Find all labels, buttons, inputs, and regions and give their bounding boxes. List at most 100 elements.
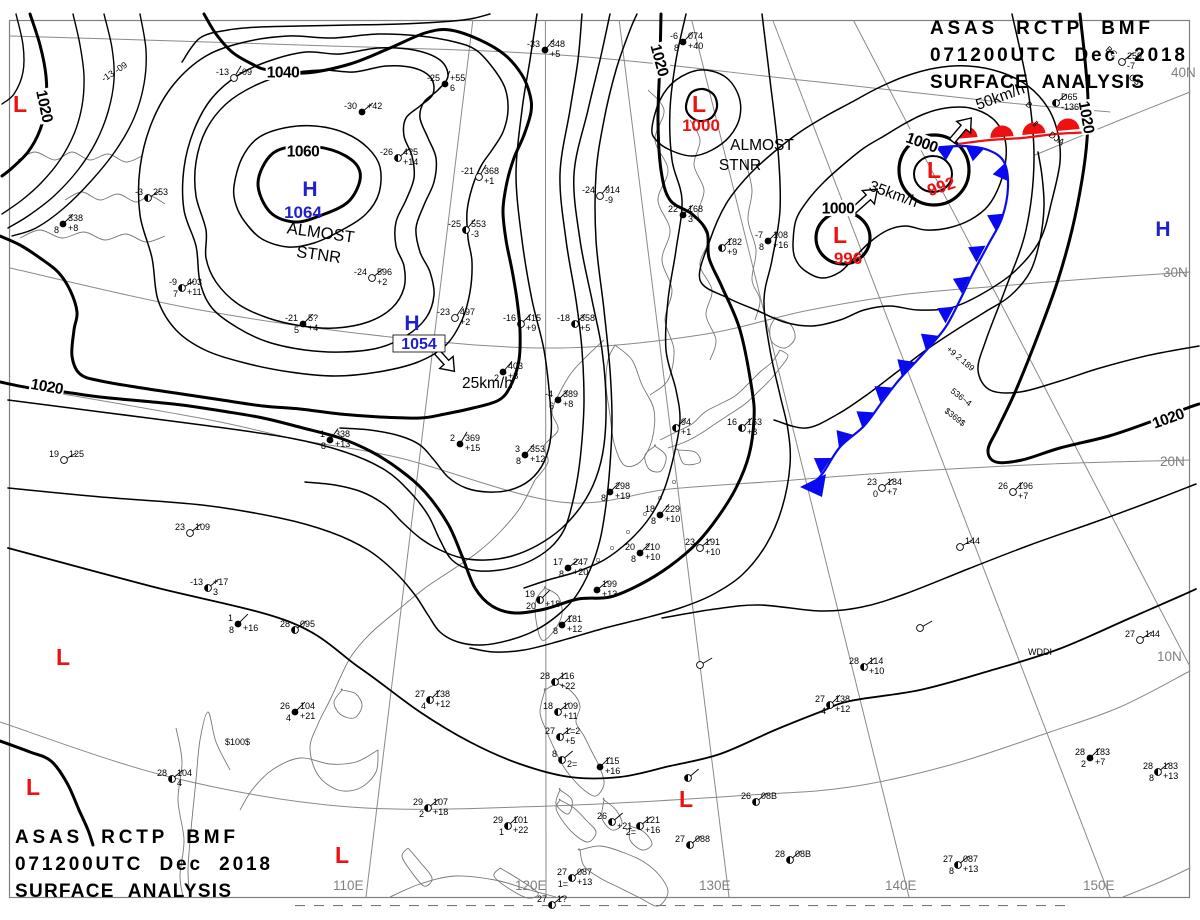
svg-text:‖: ‖ bbox=[1031, 119, 1040, 129]
svg-text:26: 26 bbox=[597, 811, 607, 821]
svg-text:WDDI: WDDI bbox=[1028, 647, 1052, 657]
svg-text:8: 8 bbox=[1149, 773, 1154, 783]
svg-text:259: 259 bbox=[1127, 51, 1142, 61]
svg-text:23: 23 bbox=[867, 477, 877, 487]
svg-text:1=2: 1=2 bbox=[565, 726, 580, 736]
svg-text:109: 109 bbox=[563, 701, 578, 711]
svg-text:+11: +11 bbox=[563, 711, 578, 721]
svg-text:+5: +5 bbox=[580, 323, 590, 333]
svg-text:+5: +5 bbox=[550, 49, 560, 59]
svg-text:19: 19 bbox=[49, 449, 59, 459]
svg-text:4?5: 4?5 bbox=[403, 147, 418, 157]
svg-text:348: 348 bbox=[550, 39, 565, 49]
svg-text:27: 27 bbox=[557, 867, 567, 877]
svg-text:+10: +10 bbox=[645, 552, 660, 562]
svg-text:8: 8 bbox=[631, 554, 636, 564]
svg-text:8: 8 bbox=[949, 866, 954, 876]
svg-text:25km/h: 25km/h bbox=[462, 375, 513, 392]
svg-text:+1: +1 bbox=[681, 427, 691, 437]
svg-text:+9: +9 bbox=[727, 247, 737, 257]
svg-text:L: L bbox=[927, 157, 941, 183]
svg-text:23: 23 bbox=[175, 522, 185, 532]
svg-text:6: 6 bbox=[450, 83, 455, 93]
svg-text:+13: +13 bbox=[963, 864, 978, 874]
svg-text:18: 18 bbox=[543, 701, 553, 711]
svg-text:130E: 130E bbox=[699, 878, 731, 893]
svg-text:088: 088 bbox=[695, 834, 710, 844]
svg-text:2=: 2= bbox=[626, 827, 636, 837]
svg-text:2: 2 bbox=[419, 809, 424, 819]
svg-text:150E: 150E bbox=[1083, 878, 1115, 893]
svg-text:+5: +5 bbox=[565, 736, 575, 746]
svg-text:1020: 1020 bbox=[1075, 100, 1097, 135]
svg-text:8: 8 bbox=[559, 569, 564, 579]
svg-text:138: 138 bbox=[835, 694, 850, 704]
svg-text:1: 1 bbox=[228, 613, 233, 623]
svg-text:L: L bbox=[26, 774, 40, 800]
svg-text:20: 20 bbox=[625, 542, 635, 552]
svg-text:27: 27 bbox=[815, 694, 825, 704]
svg-text:121: 121 bbox=[645, 815, 660, 825]
svg-text:+16: +16 bbox=[605, 766, 620, 776]
svg-text:-3: -3 bbox=[135, 187, 143, 197]
svg-text:16: 16 bbox=[727, 417, 737, 427]
svg-text:+21: +21 bbox=[617, 821, 632, 831]
svg-text:183: 183 bbox=[1095, 747, 1110, 757]
svg-text:22: 22 bbox=[668, 204, 678, 214]
svg-text:+13: +13 bbox=[577, 877, 592, 887]
svg-text:+7: +7 bbox=[887, 487, 897, 497]
svg-text:+12: +12 bbox=[435, 699, 450, 709]
svg-text:+14: +14 bbox=[403, 157, 418, 167]
svg-text:-18: -18 bbox=[557, 313, 570, 323]
svg-text:+18: +18 bbox=[433, 807, 448, 817]
svg-text:-25: -25 bbox=[427, 73, 440, 83]
svg-text:253: 253 bbox=[153, 187, 168, 197]
svg-text:-23: -23 bbox=[437, 307, 450, 317]
svg-text:116: 116 bbox=[560, 671, 574, 681]
svg-text:2: 2 bbox=[1081, 759, 1086, 769]
svg-text:26: 26 bbox=[280, 701, 290, 711]
svg-text:+42: +42 bbox=[367, 101, 382, 111]
svg-text:369: 369 bbox=[465, 433, 480, 443]
svg-text:+10: +10 bbox=[665, 514, 680, 524]
svg-text:08B: 08B bbox=[761, 791, 777, 801]
svg-text:+16: +16 bbox=[243, 623, 258, 633]
svg-text:28: 28 bbox=[849, 656, 859, 666]
svg-text:8: 8 bbox=[552, 749, 557, 759]
svg-text:L: L bbox=[679, 786, 693, 812]
svg-text:40N: 40N bbox=[1171, 65, 1196, 80]
svg-text:-7: -7 bbox=[1127, 61, 1135, 71]
svg-text:996: 996 bbox=[834, 249, 862, 268]
svg-text:8: 8 bbox=[553, 626, 558, 636]
svg-text:+8: +8 bbox=[563, 399, 573, 409]
svg-text:L: L bbox=[335, 842, 349, 868]
svg-text:125: 125 bbox=[69, 449, 84, 459]
svg-text:109: 109 bbox=[195, 522, 210, 532]
svg-text:1: 1 bbox=[499, 827, 504, 837]
svg-text:H: H bbox=[1155, 218, 1170, 241]
svg-text:-3: -3 bbox=[471, 229, 479, 239]
svg-text:596: 596 bbox=[377, 267, 392, 277]
svg-text:1064: 1064 bbox=[284, 203, 322, 222]
svg-text:-13: -13 bbox=[216, 67, 229, 77]
svg-text:+4: +4 bbox=[308, 323, 318, 333]
svg-text:247: 247 bbox=[573, 557, 588, 567]
svg-text:8: 8 bbox=[674, 43, 679, 53]
svg-text:+22: +22 bbox=[513, 825, 528, 835]
svg-text:138: 138 bbox=[435, 689, 450, 699]
svg-text:144: 144 bbox=[1145, 629, 1160, 639]
svg-text:94: 94 bbox=[681, 417, 691, 427]
svg-text:28: 28 bbox=[157, 768, 167, 778]
svg-text:-09: -09 bbox=[239, 67, 252, 77]
svg-text:-9: -9 bbox=[169, 277, 177, 287]
svg-text:3: 3 bbox=[213, 587, 218, 597]
svg-text:SURFACE ANALYSIS: SURFACE ANALYSIS bbox=[930, 72, 1144, 93]
svg-text:+7: +7 bbox=[1018, 491, 1028, 501]
svg-text:1054: 1054 bbox=[401, 336, 437, 353]
svg-text:+19: +19 bbox=[615, 491, 630, 501]
svg-text:-24: -24 bbox=[582, 185, 595, 195]
svg-text:191: 191 bbox=[705, 537, 720, 547]
svg-text:163: 163 bbox=[747, 417, 762, 427]
svg-text:+8: +8 bbox=[747, 427, 757, 437]
svg-text:1020: 1020 bbox=[29, 376, 64, 398]
